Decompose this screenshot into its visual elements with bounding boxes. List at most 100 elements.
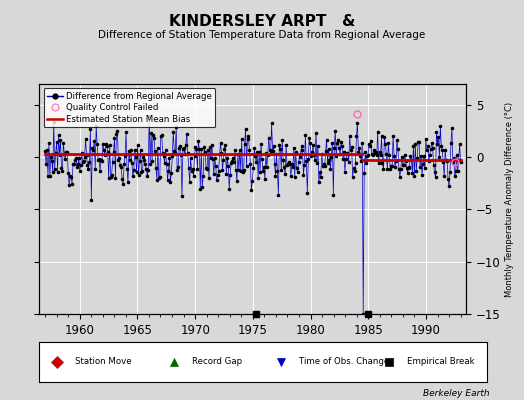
Point bbox=[119, 181, 127, 188]
Point bbox=[199, 173, 208, 180]
Point bbox=[442, 156, 450, 163]
Point bbox=[94, 157, 102, 163]
Point bbox=[237, 168, 245, 174]
Point bbox=[351, 160, 359, 166]
Point bbox=[338, 142, 346, 149]
Point bbox=[366, 143, 374, 150]
Point bbox=[434, 134, 443, 141]
Point bbox=[142, 166, 150, 172]
Point bbox=[162, 160, 171, 167]
Point bbox=[84, 166, 93, 172]
Point bbox=[165, 155, 173, 161]
Point bbox=[194, 138, 203, 144]
Point bbox=[450, 155, 458, 161]
Point bbox=[265, 135, 273, 141]
Point bbox=[315, 169, 324, 175]
Point bbox=[447, 140, 455, 146]
Point bbox=[134, 142, 142, 148]
Point bbox=[361, 149, 369, 155]
Y-axis label: Monthly Temperature Anomaly Difference (°C): Monthly Temperature Anomaly Difference (… bbox=[505, 102, 514, 296]
Point bbox=[378, 160, 387, 167]
Point bbox=[156, 173, 164, 180]
Point bbox=[175, 145, 183, 151]
Point bbox=[128, 159, 136, 166]
Point bbox=[104, 175, 113, 181]
Point bbox=[120, 160, 128, 167]
Point bbox=[438, 147, 446, 154]
Point bbox=[360, 170, 368, 176]
Point bbox=[358, 140, 366, 146]
Point bbox=[74, 161, 82, 168]
Point bbox=[405, 164, 413, 170]
Text: Berkeley Earth: Berkeley Earth bbox=[423, 389, 490, 398]
Text: Empirical Break: Empirical Break bbox=[407, 358, 474, 366]
Point bbox=[340, 148, 348, 155]
Point bbox=[210, 171, 218, 177]
Point bbox=[167, 169, 176, 176]
Point bbox=[444, 176, 452, 182]
Point bbox=[229, 155, 237, 162]
Legend: Difference from Regional Average, Quality Control Failed, Estimated Station Mean: Difference from Regional Average, Qualit… bbox=[43, 88, 215, 127]
Point bbox=[303, 190, 311, 196]
Point bbox=[152, 165, 160, 171]
Point bbox=[42, 161, 50, 168]
Point bbox=[260, 176, 269, 182]
Point bbox=[451, 173, 459, 180]
Point bbox=[228, 157, 236, 164]
Point bbox=[410, 172, 419, 179]
Point bbox=[158, 150, 167, 156]
Point bbox=[282, 142, 290, 148]
Point bbox=[390, 153, 398, 159]
Point bbox=[334, 137, 342, 144]
Point bbox=[85, 159, 94, 166]
Point bbox=[454, 157, 463, 163]
Point bbox=[208, 142, 216, 148]
Point bbox=[179, 146, 187, 152]
Point bbox=[97, 157, 105, 163]
Point bbox=[69, 161, 77, 167]
Point bbox=[321, 163, 329, 169]
Point bbox=[56, 136, 64, 143]
Point bbox=[359, 311, 367, 317]
Point bbox=[455, 141, 464, 147]
Point bbox=[74, 155, 83, 162]
Text: Station Move: Station Move bbox=[75, 358, 132, 366]
Point bbox=[352, 133, 361, 140]
Point bbox=[170, 148, 179, 154]
Point bbox=[415, 139, 423, 145]
Point bbox=[277, 166, 286, 173]
Point bbox=[243, 133, 252, 139]
Point bbox=[269, 143, 278, 150]
Point bbox=[67, 174, 75, 180]
Point bbox=[296, 154, 304, 160]
Point bbox=[374, 128, 382, 135]
Point bbox=[60, 151, 69, 157]
Point bbox=[339, 156, 347, 162]
Point bbox=[129, 167, 138, 173]
Point bbox=[333, 140, 341, 146]
Point bbox=[394, 146, 402, 152]
Point bbox=[89, 147, 97, 154]
Point bbox=[384, 140, 392, 146]
Point bbox=[171, 149, 179, 156]
Point bbox=[100, 147, 108, 154]
Point bbox=[227, 160, 235, 166]
Point bbox=[302, 158, 311, 164]
Point bbox=[87, 197, 95, 203]
Point bbox=[286, 161, 294, 168]
Point bbox=[304, 156, 312, 162]
Point bbox=[147, 130, 155, 136]
Point bbox=[288, 160, 296, 167]
Point bbox=[325, 156, 334, 163]
Point bbox=[401, 158, 410, 164]
Point bbox=[182, 141, 190, 148]
Point bbox=[112, 130, 121, 137]
Point bbox=[395, 166, 403, 172]
Point bbox=[307, 153, 315, 160]
Point bbox=[453, 168, 462, 174]
Point bbox=[439, 159, 447, 166]
Point bbox=[335, 145, 343, 151]
Point bbox=[396, 173, 404, 180]
Point bbox=[279, 157, 287, 164]
Point bbox=[127, 147, 135, 154]
